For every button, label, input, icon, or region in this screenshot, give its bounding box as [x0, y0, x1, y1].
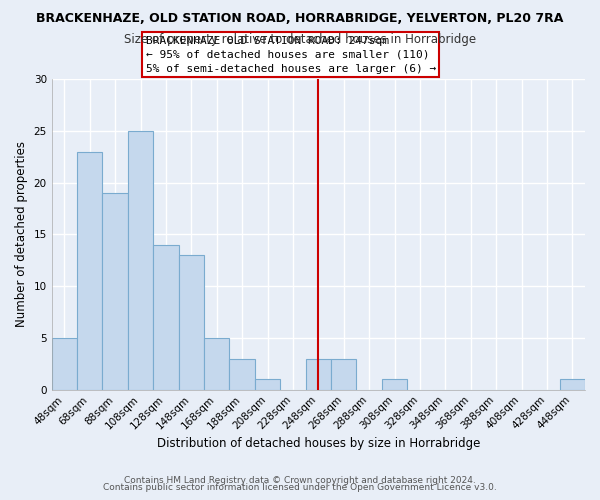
Bar — [255, 380, 280, 390]
Bar — [103, 193, 128, 390]
Text: Contains public sector information licensed under the Open Government Licence v3: Contains public sector information licen… — [103, 484, 497, 492]
Text: Contains HM Land Registry data © Crown copyright and database right 2024.: Contains HM Land Registry data © Crown c… — [124, 476, 476, 485]
Bar — [305, 358, 331, 390]
X-axis label: Distribution of detached houses by size in Horrabridge: Distribution of detached houses by size … — [157, 437, 480, 450]
Bar — [128, 131, 153, 390]
Text: Size of property relative to detached houses in Horrabridge: Size of property relative to detached ho… — [124, 32, 476, 46]
Text: BRACKENHAZE OLD STATION ROAD: 247sqm
← 95% of detached houses are smaller (110)
: BRACKENHAZE OLD STATION ROAD: 247sqm ← 9… — [146, 36, 436, 74]
Y-axis label: Number of detached properties: Number of detached properties — [15, 142, 28, 328]
Bar — [52, 338, 77, 390]
Bar — [153, 244, 179, 390]
Bar — [179, 255, 204, 390]
Bar — [382, 380, 407, 390]
Bar — [229, 358, 255, 390]
Bar — [560, 380, 585, 390]
Text: BRACKENHAZE, OLD STATION ROAD, HORRABRIDGE, YELVERTON, PL20 7RA: BRACKENHAZE, OLD STATION ROAD, HORRABRID… — [37, 12, 563, 26]
Bar — [77, 152, 103, 390]
Bar — [331, 358, 356, 390]
Bar — [204, 338, 229, 390]
